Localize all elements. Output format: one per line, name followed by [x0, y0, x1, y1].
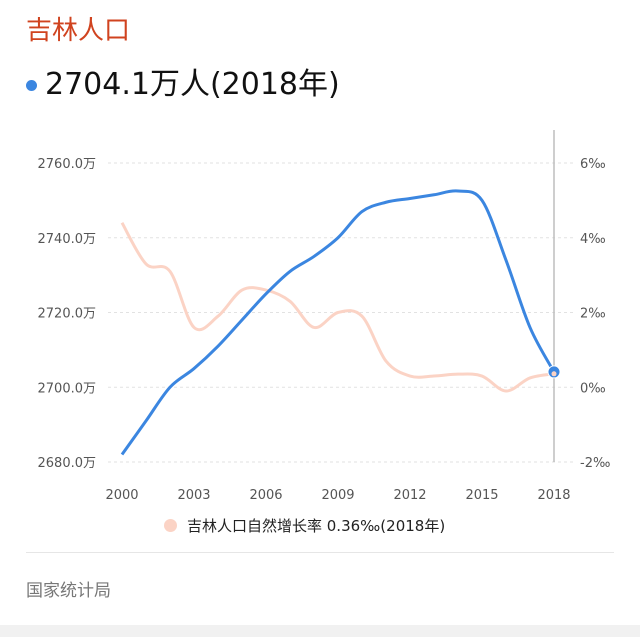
right-tick-label: 6‰	[580, 157, 606, 172]
headline: 2704.1万人(2018年)	[26, 70, 340, 100]
right-axis: 6‰ 4‰ 2‰ 0‰ -2‰	[580, 157, 610, 471]
right-tick-label: 4‰	[580, 232, 606, 247]
left-tick-label: 2740.0万	[38, 232, 97, 247]
legend[interactable]: 吉林人口自然增长率 0.36‰(2018年)	[164, 515, 445, 536]
right-tick-label: -2‰	[580, 456, 610, 471]
left-tick-label: 2680.0万	[38, 456, 97, 471]
x-tick-label: 2003	[177, 488, 210, 503]
series-dot	[26, 79, 37, 91]
right-tick-label: 2‰	[580, 307, 606, 322]
x-axis: 2000 2003 2006 2009 2012 2015 2018	[105, 488, 570, 503]
x-tick-label: 2000	[105, 488, 138, 503]
series-population	[120, 189, 556, 456]
bottom-bar	[0, 625, 640, 637]
x-tick-label: 2009	[321, 488, 354, 503]
right-tick-label: 0‰	[580, 381, 606, 396]
divider	[26, 552, 614, 553]
left-tick-label: 2720.0万	[38, 307, 97, 322]
legend-swatch	[164, 519, 177, 532]
left-tick-label: 2700.0万	[38, 381, 97, 396]
headline-value: 2704.1万人(2018年)	[45, 67, 340, 102]
x-tick-label: 2006	[249, 488, 282, 503]
series-growth-rate	[120, 222, 555, 393]
x-tick-label: 2012	[393, 488, 426, 503]
source-label: 国家统计局	[26, 581, 111, 601]
left-tick-label: 2760.0万	[38, 157, 97, 172]
chart-title: 吉林人口	[26, 16, 131, 46]
x-tick-label: 2015	[465, 488, 498, 503]
legend-label: 吉林人口自然增长率 0.36‰(2018年)	[187, 517, 446, 535]
line-chart: 2760.0万 2740.0万 2720.0万 2700.0万 2680.0万 6‰ 4‰…	[38, 130, 610, 503]
left-axis: 2760.0万 2740.0万 2720.0万 2700.0万 2680.0万	[38, 157, 97, 471]
rate-point-marker	[551, 371, 557, 377]
x-tick-label: 2018	[537, 488, 570, 503]
